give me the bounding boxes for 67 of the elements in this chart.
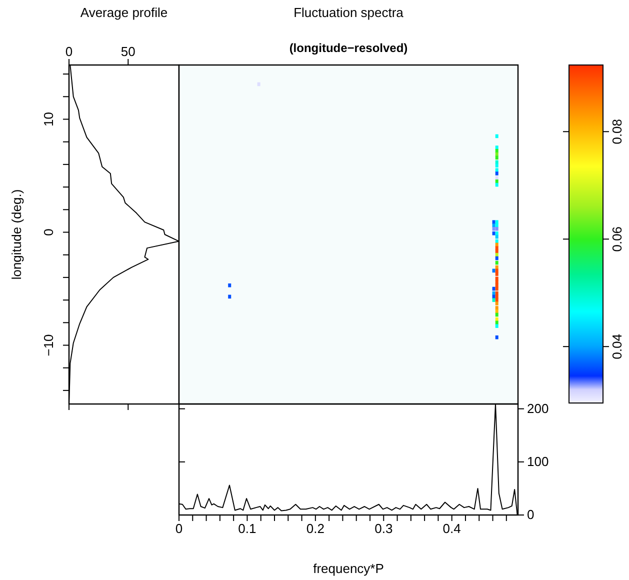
point [495, 164, 498, 168]
point [495, 220, 498, 224]
color-bar-label: 0.08 [610, 118, 625, 144]
point [495, 176, 498, 180]
point [495, 276, 498, 280]
point [495, 256, 498, 260]
point [492, 298, 496, 302]
point [495, 168, 498, 172]
color-bar-label: 0.04 [610, 334, 625, 360]
x-tick-label: 0.4 [442, 521, 461, 536]
point [492, 286, 496, 291]
point [495, 291, 498, 296]
y-tick-label: 10 [41, 112, 56, 126]
point [495, 172, 498, 176]
point [492, 224, 496, 228]
point [495, 286, 498, 291]
chart-subtitle: (longitude−resolved) [289, 41, 408, 55]
point [495, 156, 498, 160]
point [228, 294, 232, 299]
point [495, 312, 498, 317]
point [495, 265, 498, 270]
y-tick-label: 100 [527, 454, 549, 470]
point [495, 324, 498, 328]
point [495, 224, 498, 228]
point [495, 302, 498, 306]
point [495, 146, 498, 150]
x-tick-label: 0.1 [238, 521, 256, 536]
y-tick-label: 0 [527, 507, 534, 522]
point [495, 298, 498, 302]
point [495, 134, 498, 138]
point [495, 226, 498, 231]
point [495, 250, 498, 254]
point [495, 260, 498, 265]
point [495, 182, 498, 187]
x-tick-label: 0.2 [306, 521, 324, 536]
y-tick-label: 200 [527, 400, 549, 416]
point [492, 226, 496, 231]
point [495, 335, 498, 340]
chart-title: Fluctuation spectra [294, 5, 404, 20]
y-tick-label: −10 [41, 334, 56, 356]
point [495, 309, 498, 314]
y-tick-label: 0 [41, 228, 56, 236]
chart-title: Average profile [80, 5, 168, 20]
point [228, 283, 232, 288]
point [492, 220, 496, 224]
y-axis-title: longitude (deg.) [9, 189, 24, 280]
point [495, 320, 498, 325]
color-bar-label: 0.06 [610, 226, 625, 252]
x-axis-title: frequency*P [313, 561, 384, 576]
point [492, 231, 496, 236]
point [495, 231, 498, 236]
point [495, 148, 498, 153]
point [495, 234, 498, 239]
point [495, 272, 498, 276]
point [492, 291, 496, 296]
point [492, 268, 496, 273]
x-tick-label: 0 [175, 521, 183, 536]
point [495, 252, 498, 257]
point [495, 280, 498, 284]
point [495, 239, 498, 244]
x-tick-label: 50 [120, 44, 136, 59]
point [495, 306, 498, 310]
point [495, 179, 498, 184]
point [495, 283, 498, 288]
x-tick-label: 0.3 [374, 521, 393, 536]
point [495, 152, 498, 156]
point [495, 246, 498, 250]
